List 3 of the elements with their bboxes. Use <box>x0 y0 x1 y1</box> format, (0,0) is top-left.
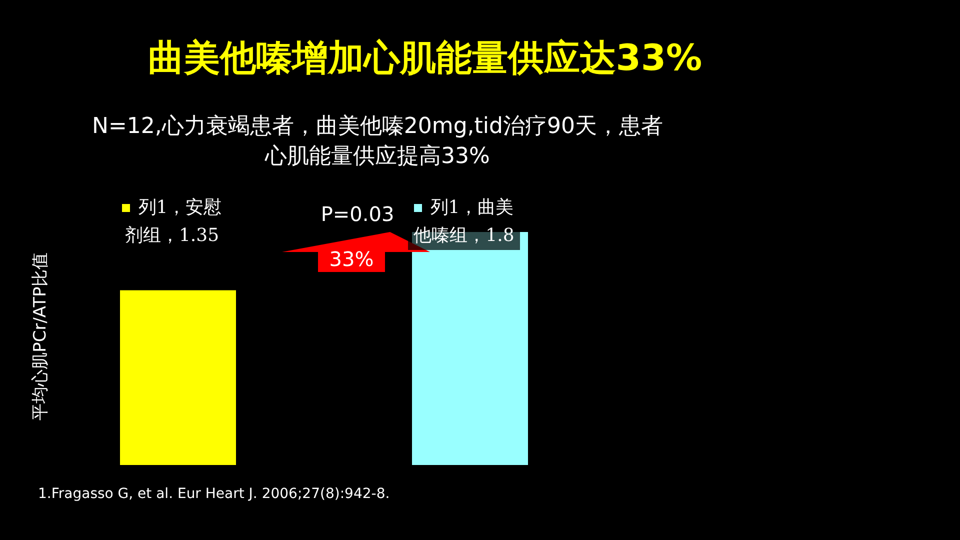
ylabel: 平均心肌PCr/ATP比值 <box>30 252 52 422</box>
title: 曲美他嗪增加心肌能量供应达33% <box>146 37 704 81</box>
subtitle: N=12,心力衰竭患者，曲美他嗪20mg,tid治疗90天，患者心肌能量供应提高33% <box>91 113 664 171</box>
